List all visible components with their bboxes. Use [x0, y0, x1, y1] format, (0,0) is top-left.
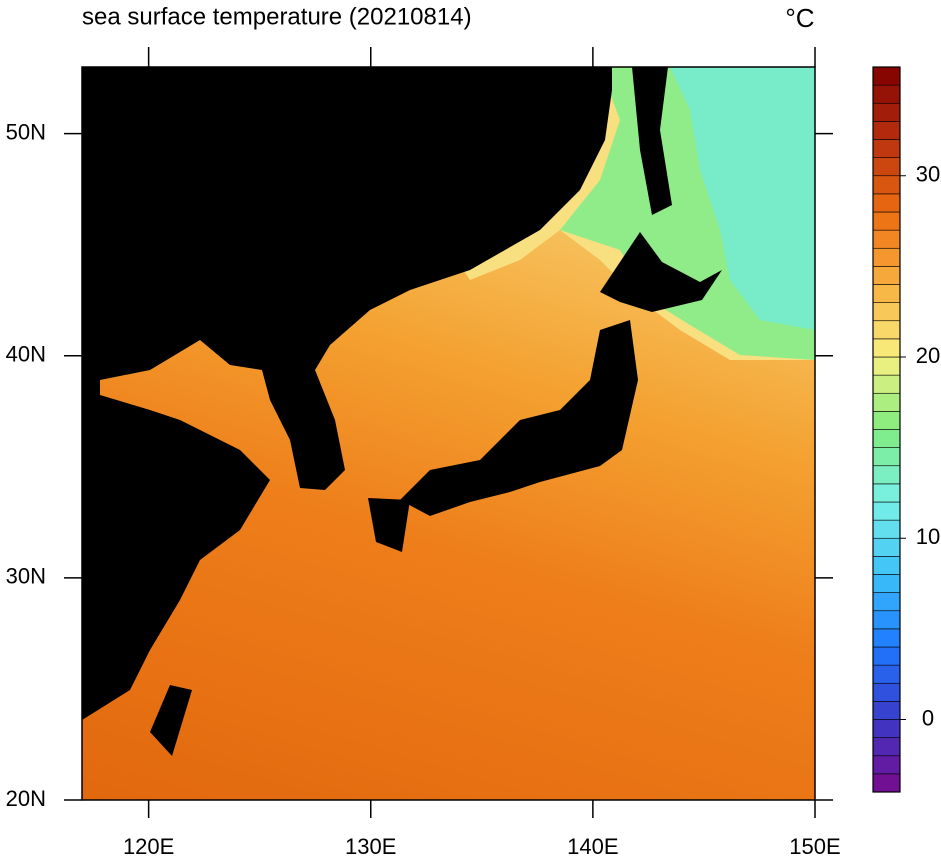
colorbar-box [872, 483, 901, 503]
land [368, 498, 410, 552]
colorbar-box [872, 102, 901, 122]
colorbar-tick-label: 20 [916, 343, 940, 368]
y-tick-label: 20N [6, 786, 46, 811]
colorbar-box [872, 175, 901, 195]
colorbar-box [872, 84, 901, 104]
colorbar-box [872, 465, 901, 485]
land [632, 67, 672, 215]
colorbar-box [872, 556, 901, 575]
chart-title: sea surface temperature (20210814) [82, 3, 472, 30]
colorbar-box [872, 284, 901, 303]
colorbar-box [872, 338, 901, 358]
x-tick-label: 140E [567, 834, 618, 858]
colorbar-box [872, 610, 901, 630]
x-tick-label: 120E [123, 834, 174, 858]
colorbar-box [872, 519, 901, 539]
colorbar-box [872, 501, 901, 521]
colorbar-box [872, 719, 901, 738]
colorbar-box [872, 447, 901, 467]
unit-label: °C [785, 3, 814, 33]
colorbar-box [872, 537, 901, 557]
colorbar-box [872, 229, 901, 249]
colorbar-frame [872, 66, 901, 793]
colorbar-box [872, 247, 901, 267]
x-tick-label: 150E [789, 834, 840, 858]
colorbar-box [872, 628, 901, 648]
colorbar-tick-label: 0 [922, 705, 934, 730]
colorbar-box [872, 773, 901, 793]
y-tick-label: 50N [6, 119, 46, 144]
colorbar-box [872, 701, 901, 720]
plot-frame [81, 66, 816, 801]
colorbar-box [872, 211, 901, 231]
colorbar-box [872, 193, 901, 213]
y-tick-label: 30N [6, 564, 46, 589]
map [82, 67, 815, 800]
colorbar-box [872, 574, 901, 593]
colorbar-box [872, 664, 901, 684]
land [600, 232, 722, 312]
sst-cyan [670, 67, 815, 330]
colorbar-box [872, 121, 901, 140]
colorbar-box [872, 755, 901, 775]
colorbar-box [872, 592, 901, 612]
colorbar-box [872, 392, 901, 412]
colorbar-box [872, 646, 901, 666]
colorbar-tick-label: 30 [916, 162, 940, 187]
x-tick-label: 130E [345, 834, 396, 858]
colorbar-box [872, 682, 901, 702]
colorbar-box [872, 66, 901, 86]
colorbar-box [872, 139, 901, 158]
land [150, 685, 192, 756]
y-tick-label: 40N [6, 342, 46, 367]
colorbar-box [872, 356, 901, 376]
colorbar-box [872, 320, 901, 340]
colorbar-box [872, 157, 901, 177]
colorbar-box [872, 374, 901, 394]
land [82, 67, 612, 720]
colorbar-box [872, 737, 901, 757]
colorbar-box [872, 411, 901, 430]
colorbar-box [872, 302, 901, 322]
land [400, 320, 638, 516]
colorbar-box [872, 266, 901, 285]
colorbar-tick-label: 10 [916, 524, 940, 549]
colorbar-box [872, 429, 901, 448]
